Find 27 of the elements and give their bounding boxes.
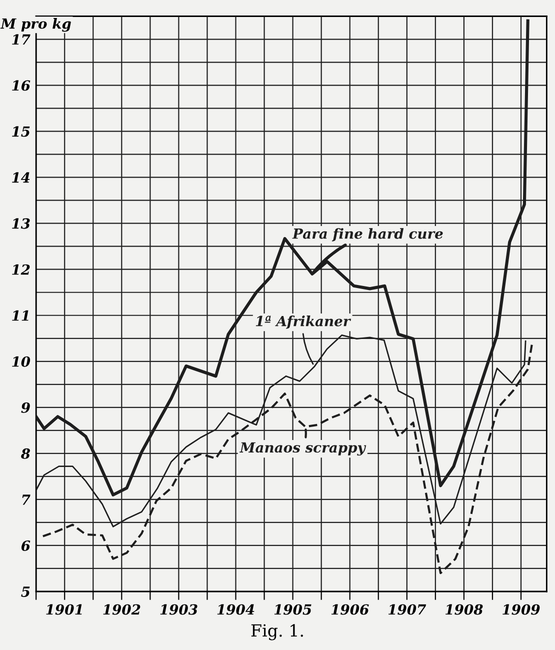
y-axis-title: M pro kg	[0, 18, 71, 32]
y-tick-label: 5	[21, 586, 30, 597]
x-tick-label: 1907	[388, 604, 426, 615]
x-tick-label: 1908	[446, 604, 483, 615]
y-tick-label: 12	[12, 264, 30, 275]
y-tick-label: 9	[21, 402, 30, 413]
series-label: 1ª Afrikaner	[256, 316, 352, 329]
x-tick-label: 1903	[160, 604, 198, 615]
y-tick-label: 6	[21, 540, 30, 551]
y-tick-label: 10	[12, 356, 30, 367]
caption: Fig. 1.	[251, 624, 303, 640]
y-tick-label: 11	[12, 310, 28, 321]
y-tick-label: 7	[22, 494, 30, 505]
x-tick-label: 1901	[46, 604, 82, 615]
y-tick-label: 15	[12, 126, 30, 137]
y-tick-label: 14	[12, 172, 30, 183]
y-tick-label: 13	[12, 218, 30, 229]
y-tick-label: 17	[12, 34, 30, 45]
x-tick-label: 1906	[331, 604, 369, 615]
x-tick-label: 1902	[103, 604, 140, 615]
x-tick-label: 1905	[274, 604, 312, 615]
series-label: Para fine hard cure	[292, 228, 443, 242]
x-tick-label: 1904	[217, 604, 254, 615]
legend-label: Manaos scrappy	[239, 442, 366, 456]
y-tick-label: 16	[12, 80, 30, 91]
x-tick-label: 1909	[502, 604, 540, 615]
y-tick-label: 8	[21, 448, 30, 459]
